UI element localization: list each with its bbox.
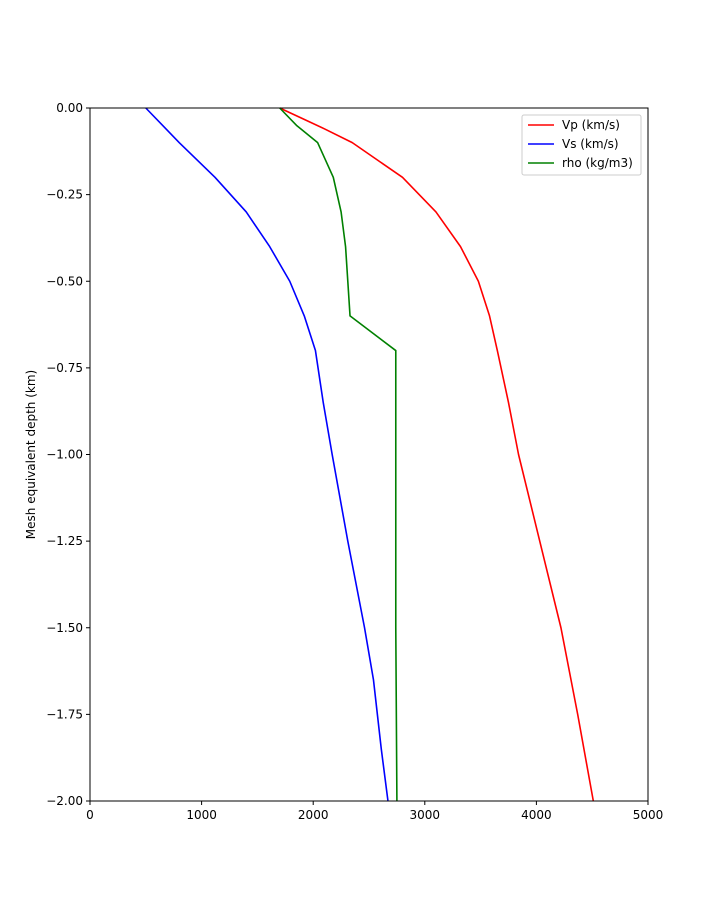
y-axis: 0.00 −0.25 −0.50 −0.75 −1.00 −1.25 −1.50 −1.75 −…: [46, 101, 90, 808]
legend-label-3: rho (kg/m3): [562, 156, 633, 170]
x-tick-label: 5000: [633, 808, 664, 822]
x-tick-label: 3000: [410, 808, 441, 822]
y-tick-label: −1.50: [46, 621, 83, 635]
legend: Vp (km/s) Vs (km/s) rho (kg/m3): [521, 114, 642, 176]
legend-label-2: Vs (km/s): [562, 137, 619, 151]
x-tick-label: 1000: [186, 808, 217, 822]
x-tick-label: 2000: [298, 808, 329, 822]
x-tick-label: 4000: [521, 808, 552, 822]
y-tick-label: −2.00: [46, 794, 83, 808]
y-tick-label: −1.00: [46, 448, 83, 462]
y-tick-label: −1.75: [46, 707, 83, 721]
series-line-2: [145, 107, 389, 802]
y-axis-label: Mesh equivalent depth (km): [24, 370, 38, 539]
x-axis: 0 1000 2000 3000 4000 5000: [86, 801, 663, 822]
y-tick-label: 0.00: [56, 101, 83, 115]
legend-label-1: Vp (km/s): [562, 118, 620, 132]
y-tick-label: −0.50: [46, 274, 83, 288]
legend-box: [521, 114, 642, 176]
y-tick-label: −0.75: [46, 361, 83, 375]
plot-area: [145, 107, 595, 802]
y-tick-label: −1.25: [46, 534, 83, 548]
series-line-1: [279, 107, 595, 802]
y-tick-label: −0.25: [46, 188, 83, 202]
x-tick-label: 0: [86, 808, 94, 822]
series-line-3: [279, 107, 398, 802]
